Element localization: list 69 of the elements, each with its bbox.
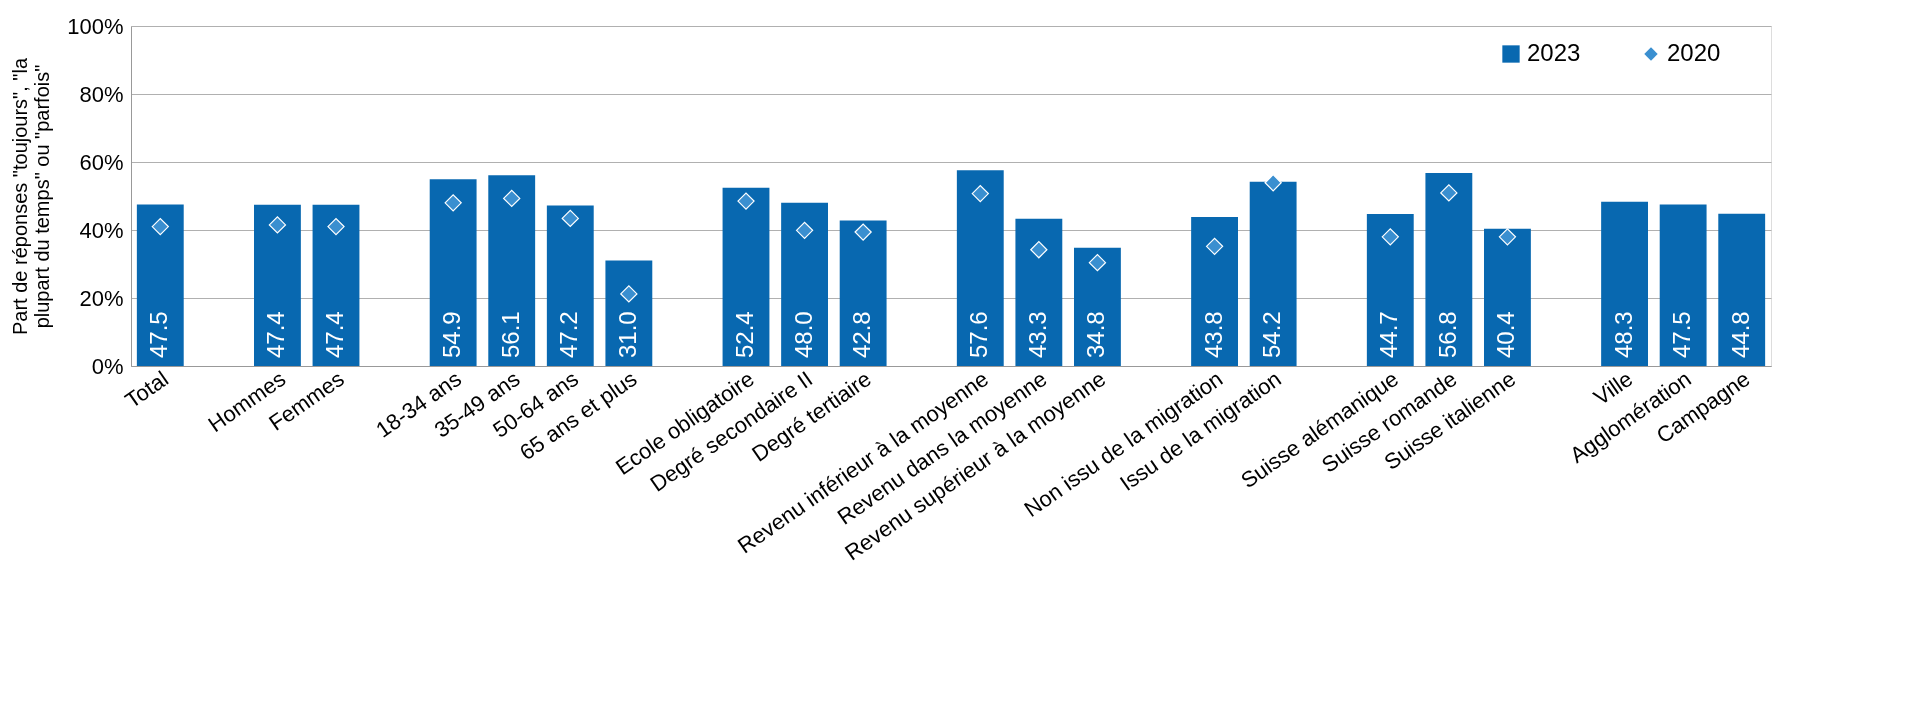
data-label: 54.9 [438,311,466,358]
point [327,217,345,236]
data-label: 56.8 [1433,311,1461,358]
data-label: 40.4 [1492,311,1520,358]
point [503,189,521,208]
point [737,192,755,210]
y-tick-label: 60% [79,149,124,175]
bar [488,175,536,366]
point [1088,253,1107,272]
bar [839,220,887,366]
data-label: 47.5 [145,311,173,358]
bar [254,204,301,366]
point [561,209,579,228]
bar [1718,213,1766,366]
data-label: 44.7 [1375,311,1403,358]
bar [136,204,184,366]
y-tick-label: 20% [79,285,124,311]
data-label: 47.2 [555,311,583,358]
bar [312,204,360,366]
legend-label: 2020 [1667,39,1721,66]
bar [605,260,653,366]
data-label: 57.6 [965,311,993,358]
bar [546,205,594,366]
point [620,285,638,303]
point [1264,174,1282,192]
point [268,216,287,234]
point [1205,237,1224,255]
point [151,217,169,236]
point [971,184,989,203]
point [1440,184,1458,202]
bar [1249,181,1297,366]
data-label: 48.3 [1609,311,1637,358]
legend-label: 2023 [1527,39,1581,66]
bar [429,179,477,366]
data-label: 31.0 [613,311,641,358]
point [1498,228,1517,246]
data-label: 47.4 [321,311,348,358]
bar [1659,204,1707,366]
data-label: 34.8 [1082,311,1110,358]
y-tick-label: 40% [79,217,124,243]
data-label: 56.1 [496,311,524,358]
data-label: 43.8 [1199,311,1227,358]
data-label: 47.4 [262,311,290,358]
bar [1425,172,1473,366]
y-tick-label: 100% [67,13,124,39]
point [444,194,462,212]
bar [722,187,770,366]
data-label: 52.4 [731,311,758,358]
data-label: 42.8 [848,311,876,358]
bar [1015,218,1063,366]
point [1381,228,1399,246]
bar [1601,201,1648,366]
data-label: 54.2 [1258,311,1286,358]
bar [956,170,1004,366]
data-label: 43.3 [1023,311,1051,358]
y-tick-label: 0% [91,353,124,379]
point [795,221,814,239]
data-label: 44.8 [1726,311,1754,358]
y-axis-title: Part de réponses "toujours", "la plupart du temps" ou "parfois" [9,57,54,336]
bar [781,202,828,366]
data-label: 48.0 [789,311,817,358]
bar [1191,217,1238,366]
point [1030,241,1048,259]
bar [1366,214,1414,366]
bar [1074,247,1121,366]
point [854,223,872,241]
data-label: 47.5 [1668,311,1696,358]
y-tick-label: 80% [79,81,124,107]
bar [1484,228,1531,366]
